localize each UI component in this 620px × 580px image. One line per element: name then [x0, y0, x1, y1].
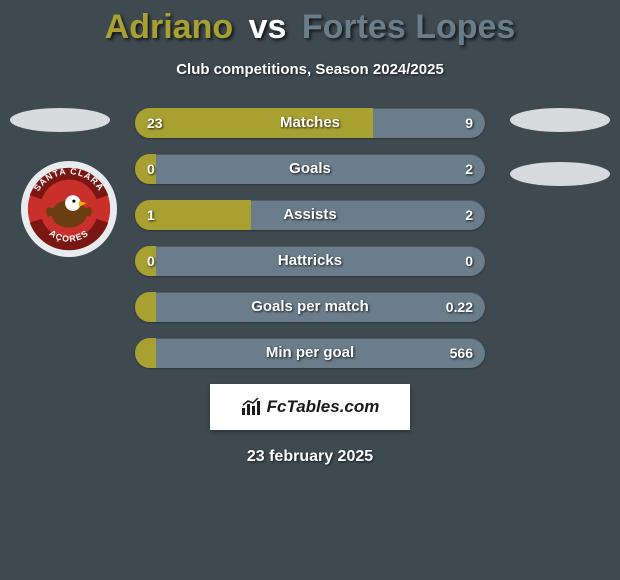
content-area: SANTA CLARA AÇORES Matches239Goals02Assi…: [0, 108, 620, 368]
stat-label: Hattricks: [135, 246, 485, 276]
stat-value-left: 0: [147, 246, 155, 276]
stat-label: Matches: [135, 108, 485, 138]
stat-value-left: 23: [147, 108, 163, 138]
club-crest-icon: SANTA CLARA AÇORES: [20, 160, 118, 258]
stat-row: Assists1 2: [135, 200, 485, 230]
stat-row: Goals per match0.22: [135, 292, 485, 322]
stat-value-right: 2: [465, 200, 473, 230]
chart-icon: [241, 398, 263, 416]
avatar-placeholder-right-1: [510, 108, 610, 132]
stat-row: Goals0 2: [135, 154, 485, 184]
title-player2: Fortes Lopes: [302, 8, 515, 46]
date-label: 23 february 2025: [0, 448, 620, 466]
stat-value-right: 0.22: [446, 292, 473, 322]
stat-row: Matches23 9: [135, 108, 485, 138]
stat-label: Goals: [135, 154, 485, 184]
subtitle: Club competitions, Season 2024/2025: [0, 61, 620, 78]
stat-value-left: 0: [147, 154, 155, 184]
attribution-text: FcTables.com: [267, 397, 380, 417]
stat-value-left: 1: [147, 200, 155, 230]
stat-value-right: 0: [465, 246, 473, 276]
stat-row: Min per goal566: [135, 338, 485, 368]
stat-label: Goals per match: [135, 292, 485, 322]
stat-bars: Matches239Goals02Assists12Hattricks00Goa…: [135, 108, 485, 368]
stat-label: Min per goal: [135, 338, 485, 368]
attribution-badge: FcTables.com: [210, 384, 410, 430]
stat-row: Hattricks0 0: [135, 246, 485, 276]
avatar-placeholder-right-2: [510, 162, 610, 186]
title-vs: vs: [249, 8, 287, 46]
avatar-placeholder-left: [10, 108, 110, 132]
stat-value-right: 566: [450, 338, 473, 368]
stat-value-right: 2: [465, 154, 473, 184]
stat-value-right: 9: [465, 108, 473, 138]
stat-label: Assists: [135, 200, 485, 230]
page-title: Adriano vs Fortes Lopes: [0, 0, 620, 47]
title-player1: Adriano: [105, 8, 233, 46]
